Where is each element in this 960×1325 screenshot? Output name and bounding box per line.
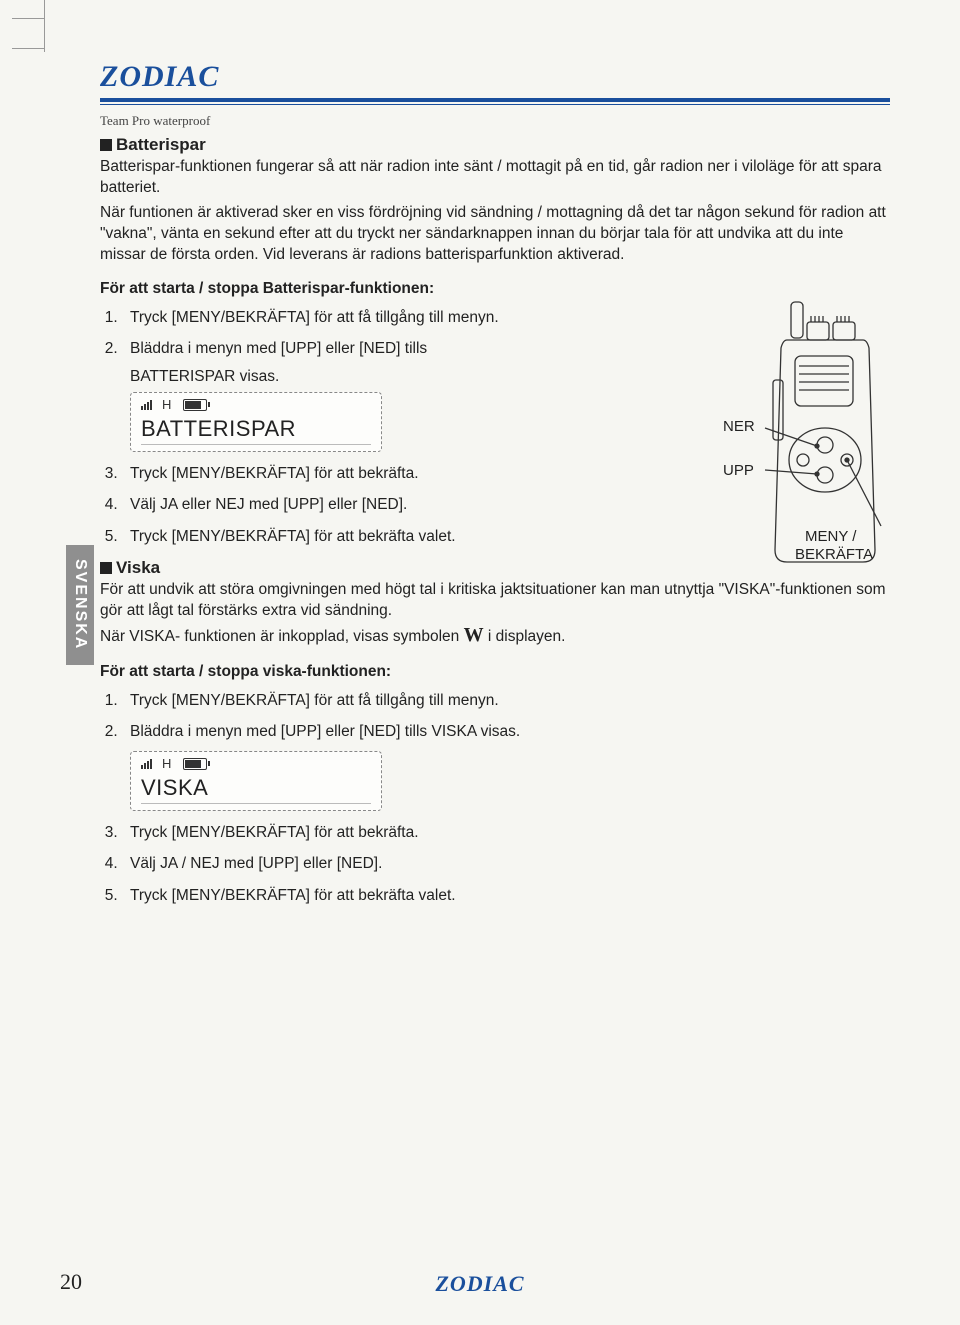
lcd-screen-batterispar: H BATTERISPAR bbox=[130, 392, 382, 452]
margin-tick bbox=[12, 18, 44, 19]
lcd-main-text: VISKA bbox=[141, 775, 371, 801]
section1-howto-title: För att starta / stoppa Batterispar-funk… bbox=[100, 280, 690, 298]
margin-rule-v bbox=[44, 0, 45, 52]
radio-label-upp: UPP bbox=[723, 462, 754, 479]
lcd-caption: BATTERISPAR visas. bbox=[130, 368, 690, 386]
step-item: Välj JA eller NEJ med [UPP] eller [NED]. bbox=[122, 493, 690, 516]
brand-logo: ZODIAC bbox=[100, 60, 219, 94]
section1-intro: Batterispar-funktionen fungerar så att n… bbox=[100, 157, 890, 199]
lcd-main-text: BATTERISPAR bbox=[141, 416, 371, 442]
section-title-batterispar: Batterispar bbox=[100, 135, 890, 155]
margin-tick bbox=[12, 48, 44, 49]
step-item: Tryck [MENY/BEKRÄFTA] för att bekräfta. bbox=[122, 462, 690, 485]
manual-page: ZODIAC Team Pro waterproof Batterispar B… bbox=[0, 0, 960, 1325]
signal-icon bbox=[141, 759, 152, 769]
lcd-underline bbox=[141, 444, 371, 445]
brand-rule-thin bbox=[100, 104, 890, 105]
brand-tagline: Team Pro waterproof bbox=[100, 113, 890, 129]
step-item: Välj JA / NEJ med [UPP] eller [NED]. bbox=[122, 852, 890, 875]
section2-howto-title: För att starta / stoppa viska-funktionen… bbox=[100, 663, 890, 681]
radio-label-meny2: BEKRÄFTA bbox=[795, 546, 873, 563]
section2-steps-1-2: Tryck [MENY/BEKRÄFTA] för att få tillgån… bbox=[122, 689, 890, 744]
step-item: Tryck [MENY/BEKRÄFTA] för att bekräfta v… bbox=[122, 525, 690, 548]
step-item: Tryck [MENY/BEKRÄFTA] för att få tillgån… bbox=[122, 689, 890, 712]
footer-brand: ZODIAC bbox=[0, 1271, 960, 1297]
radio-illustration: NER UPP MENY / BEKRÄFTA bbox=[695, 300, 905, 620]
lcd-screen-viska: H VISKA bbox=[130, 751, 382, 811]
section2-line2a: När VISKA- funktionen är inkopplad, visa… bbox=[100, 628, 464, 645]
lcd-h-indicator: H bbox=[162, 756, 173, 771]
section1-steps-3-5: Tryck [MENY/BEKRÄFTA] för att bekräfta. … bbox=[122, 462, 690, 548]
battery-icon bbox=[183, 758, 207, 770]
battery-icon bbox=[183, 399, 207, 411]
section2-line2: När VISKA- funktionen är inkopplad, visa… bbox=[100, 622, 890, 649]
bullet-square-icon bbox=[100, 139, 112, 151]
brand-row: ZODIAC bbox=[100, 60, 890, 94]
radio-svg bbox=[695, 300, 905, 620]
w-symbol: W bbox=[464, 624, 484, 646]
lcd-underline bbox=[141, 803, 371, 804]
radio-label-meny1: MENY / bbox=[805, 528, 856, 545]
section-title-text: Batterispar bbox=[116, 135, 206, 155]
section2-line2b: i displayen. bbox=[488, 628, 566, 645]
step-item: Tryck [MENY/BEKRÄFTA] för att bekräfta v… bbox=[122, 884, 890, 907]
section2-steps-3-5: Tryck [MENY/BEKRÄFTA] för att bekräfta. … bbox=[122, 821, 890, 907]
section-title-text: Viska bbox=[116, 558, 160, 578]
bullet-square-icon bbox=[100, 562, 112, 574]
lcd-h-indicator: H bbox=[162, 397, 173, 412]
radio-label-ner: NER bbox=[723, 418, 755, 435]
lcd-status-row: H bbox=[141, 397, 371, 412]
step-item: Tryck [MENY/BEKRÄFTA] för att bekräfta. bbox=[122, 821, 890, 844]
brand-rule-thick bbox=[100, 98, 890, 102]
step-item: Bläddra i menyn med [UPP] eller [NED] ti… bbox=[122, 720, 890, 743]
step-item: Bläddra i menyn med [UPP] eller [NED] ti… bbox=[122, 337, 690, 360]
step-item: Tryck [MENY/BEKRÄFTA] för att få tillgån… bbox=[122, 306, 690, 329]
section1-steps-1-2: Tryck [MENY/BEKRÄFTA] för att få tillgån… bbox=[122, 306, 690, 361]
section1-para2: När funtionen är aktiverad sker en viss … bbox=[100, 203, 890, 266]
signal-icon bbox=[141, 400, 152, 410]
lcd-status-row: H bbox=[141, 756, 371, 771]
language-side-tab: SVENSKA bbox=[66, 545, 94, 665]
